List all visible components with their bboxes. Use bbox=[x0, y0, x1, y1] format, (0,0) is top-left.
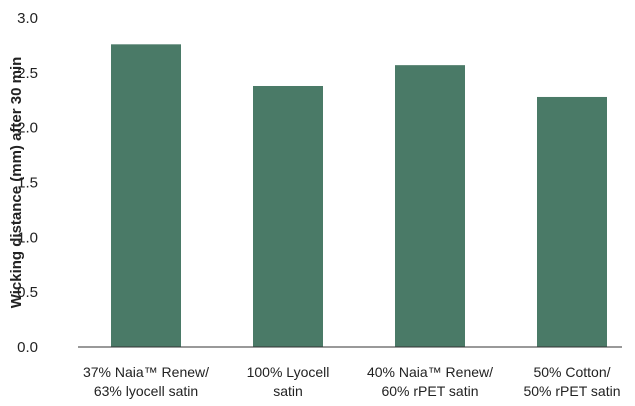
y-tick-label: 3.0 bbox=[17, 10, 38, 27]
x-category-label: 37% Naia™ Renew/ bbox=[83, 364, 209, 380]
bar bbox=[395, 65, 465, 347]
y-tick-label: 1.0 bbox=[17, 229, 38, 246]
bar bbox=[537, 96, 607, 348]
y-tick-label: 2.0 bbox=[17, 120, 38, 137]
x-category-label: 60% rPET satin bbox=[381, 383, 478, 399]
x-category-label: 40% Naia™ Renew/ bbox=[367, 364, 493, 380]
y-tick-label: 0.0 bbox=[17, 339, 38, 356]
x-category-label: 63% lyocell satin bbox=[94, 383, 198, 399]
bars bbox=[111, 44, 607, 348]
x-category-label: 50% Cotton/ bbox=[533, 364, 610, 380]
x-category-label: satin bbox=[273, 383, 303, 399]
bar bbox=[253, 85, 323, 347]
bar bbox=[111, 44, 181, 347]
x-category-label: 100% Lyocell bbox=[247, 364, 330, 380]
y-tick-label: 1.5 bbox=[17, 175, 38, 192]
x-category-label: 50% rPET satin bbox=[523, 383, 620, 399]
x-axis-category-labels: 37% Naia™ Renew/63% lyocell satin 100% Ly… bbox=[83, 364, 621, 399]
y-axis-label: Wicking distance (mm) after 30 min bbox=[8, 57, 25, 309]
y-tick-label: 2.5 bbox=[17, 65, 38, 82]
y-axis-ticks: 0.0 0.5 1.0 1.5 2.0 2.5 3.0 bbox=[17, 10, 38, 356]
y-tick-label: 0.5 bbox=[17, 284, 38, 301]
